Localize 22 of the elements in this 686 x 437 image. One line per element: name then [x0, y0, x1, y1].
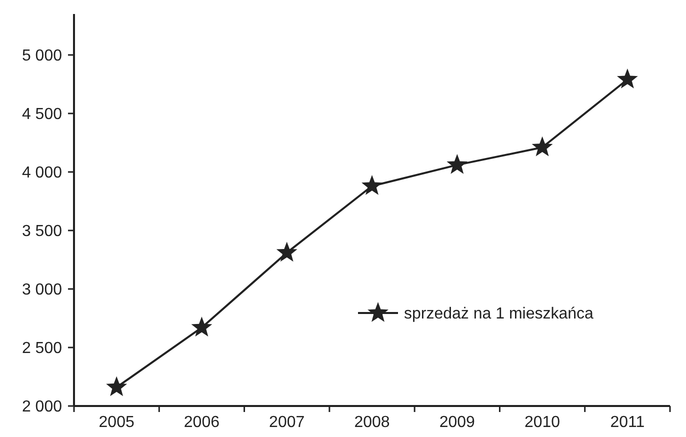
point — [106, 376, 128, 396]
y-tick-label: 2 500 — [22, 340, 62, 358]
x-tick-label: 2010 — [524, 414, 560, 431]
y-tick-label: 3 000 — [22, 282, 62, 299]
y-tick-label: 2 000 — [22, 398, 62, 416]
y-tick-label: 3 500 — [22, 223, 62, 240]
point — [616, 68, 638, 88]
point — [532, 136, 553, 156]
x-tick-label: 2009 — [439, 414, 476, 431]
y-tick-label: 4 500 — [22, 106, 62, 124]
x-tick-label: 2007 — [269, 414, 305, 431]
y-tick-label: 5 000 — [22, 48, 62, 65]
x-tick-label: 2006 — [184, 414, 220, 431]
x-tick-label: 2005 — [98, 414, 134, 431]
point — [446, 154, 468, 174]
x-tick-label: 2011 — [610, 414, 645, 431]
legend-label: sprzedaż na 1 mieszkańca — [404, 306, 594, 323]
point — [191, 316, 212, 336]
point — [276, 242, 298, 262]
y-tick-label: 4 000 — [22, 164, 62, 182]
x-tick-label: 2008 — [354, 414, 390, 431]
point — [362, 175, 382, 195]
